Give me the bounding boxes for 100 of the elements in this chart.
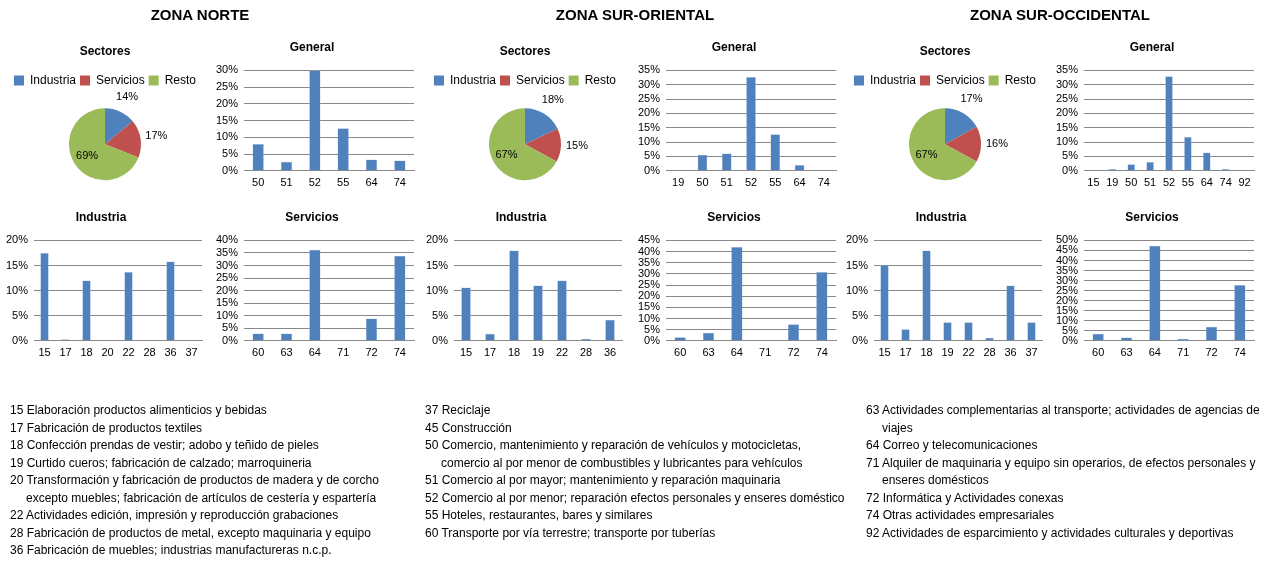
x-tick-label: 71 xyxy=(1177,346,1190,359)
y-tick-label: 15% xyxy=(5,258,29,271)
x-tick-label: 22 xyxy=(122,346,135,359)
y-tick-label: 20% xyxy=(637,106,661,119)
y-tick-label: 20% xyxy=(845,233,869,246)
y-tick-label: 15% xyxy=(425,258,449,271)
text: 60 Transporte por vía terrestre; transporte por tuberías xyxy=(425,524,717,542)
chart-title: Industria xyxy=(495,209,547,224)
x-tick-label: 17 xyxy=(483,346,497,359)
y-tick-label: 5% xyxy=(644,322,661,335)
x-tick-label: 60 xyxy=(252,346,265,359)
x-tick-label: 19 xyxy=(1106,176,1119,189)
y-tick-label: 0% xyxy=(222,163,239,176)
y-tick-label: 0% xyxy=(12,333,29,346)
x-tick-label: 74 xyxy=(817,176,830,189)
y-tick-label: 50% xyxy=(1055,233,1079,246)
text: 19 Curtido cueros; fabricación de calzado; marroquineria xyxy=(10,454,313,472)
y-tick-label: 10% xyxy=(637,135,661,148)
x-tick-label: 15 xyxy=(878,346,891,359)
y-tick-label: 10% xyxy=(5,283,29,296)
text: 72 Informática y Actividades conexas xyxy=(866,489,1065,507)
y-tick-label: 0% xyxy=(644,163,661,176)
y-tick-label: 15% xyxy=(637,120,661,133)
x-tick-label: 55 xyxy=(1181,176,1195,189)
x-tick-label: 37 xyxy=(1025,346,1038,359)
x-tick-label: 55 xyxy=(337,176,350,189)
y-tick-label: 45% xyxy=(637,233,661,246)
x-tick-label: 64 xyxy=(308,346,321,359)
text: 18 Confección prendas de vestir; adobo y teñido de pieles xyxy=(10,437,320,454)
x-tick-label: 74 xyxy=(815,346,828,359)
x-tick-label: 74 xyxy=(1233,346,1246,359)
text: 22 Actividades edición, impresión y reproducción grabaciones xyxy=(10,507,340,524)
data-label: 15% xyxy=(565,138,589,151)
x-tick-label: 64 xyxy=(1200,176,1213,189)
y-tick-label: 25% xyxy=(637,92,661,105)
data-label: 67% xyxy=(915,148,938,161)
text: 63 Actividades complementarias al transporte; actividades de agencias de viajes xyxy=(866,402,1261,437)
y-tick-label: 25% xyxy=(215,271,239,284)
text: 74 Otras actividades empresariales xyxy=(866,507,1056,524)
x-tick-label: 51 xyxy=(1144,176,1157,189)
y-tick-label: 15% xyxy=(845,258,869,271)
chart-title: Sectores xyxy=(499,43,551,58)
x-tick-label: 52 xyxy=(308,176,321,189)
data-label: 69% xyxy=(76,149,99,162)
y-tick-label: 45% xyxy=(1055,243,1079,256)
x-tick-label: 63 xyxy=(1120,346,1133,359)
text: 17 Fabricación de productos textiles xyxy=(10,419,204,437)
x-tick-label: 28 xyxy=(579,346,593,359)
text: 51 Comercio al por mayor; mantenimiento y reparación maquinaria xyxy=(425,472,782,489)
y-tick-label: 40% xyxy=(1055,253,1079,266)
x-tick-label: 36 xyxy=(603,346,617,359)
chart-title: General xyxy=(1129,39,1175,54)
chart-title: General xyxy=(289,39,335,54)
x-tick-label: 28 xyxy=(983,346,996,359)
legend-label: Resto xyxy=(584,72,617,87)
y-tick-label: 25% xyxy=(1055,283,1079,296)
x-tick-label: 18 xyxy=(507,346,521,359)
text: ZONA NORTE xyxy=(149,6,251,23)
y-tick-label: 35% xyxy=(1055,263,1079,276)
text: 92 Actividades de esparcimiento y actividades culturales y deportivas xyxy=(866,524,1235,542)
y-tick-label: 20% xyxy=(5,233,29,246)
y-tick-label: 25% xyxy=(215,80,239,93)
y-tick-label: 5% xyxy=(1062,149,1079,162)
x-tick-label: 15 xyxy=(1087,176,1100,189)
y-tick-label: 25% xyxy=(637,278,661,291)
x-tick-label: 17 xyxy=(59,346,72,359)
x-tick-label: 22 xyxy=(555,346,569,359)
x-tick-label: 63 xyxy=(280,346,293,359)
y-tick-label: 20% xyxy=(637,289,661,302)
y-tick-label: 10% xyxy=(845,283,869,296)
y-tick-label: 20% xyxy=(425,233,449,246)
x-tick-label: 18 xyxy=(920,346,933,359)
y-tick-label: 40% xyxy=(215,233,239,246)
data-label: 67% xyxy=(495,148,518,161)
x-tick-label: 63 xyxy=(702,346,715,359)
x-tick-label: 74 xyxy=(1219,176,1232,189)
y-tick-label: 30% xyxy=(1055,77,1079,90)
x-tick-label: 36 xyxy=(1004,346,1017,359)
y-tick-label: 5% xyxy=(222,147,239,160)
text: 52 Comercio al por menor; reparación efectos personales y enseres doméstico xyxy=(425,489,845,507)
x-tick-label: 64 xyxy=(730,346,743,359)
y-tick-label: 35% xyxy=(637,63,661,76)
x-tick-label: 28 xyxy=(143,346,156,359)
y-tick-label: 20% xyxy=(1055,106,1079,119)
y-tick-label: 15% xyxy=(215,296,239,309)
data-label: 17% xyxy=(145,129,168,142)
x-tick-label: 22 xyxy=(962,346,975,359)
y-tick-label: 20% xyxy=(1055,293,1079,306)
x-tick-label: 50 xyxy=(252,176,265,189)
y-tick-label: 10% xyxy=(637,311,661,324)
chart-title: Sectores xyxy=(79,43,131,58)
y-tick-label: 5% xyxy=(12,308,29,321)
legend-label: Resto xyxy=(1004,72,1037,87)
data-label: 18% xyxy=(541,93,565,106)
x-tick-label: 72 xyxy=(1205,346,1218,359)
y-tick-label: 10% xyxy=(215,308,239,321)
y-tick-label: 30% xyxy=(215,258,239,271)
data-label: 14% xyxy=(116,90,139,103)
legend-label: Resto xyxy=(164,72,197,87)
x-tick-label: 52 xyxy=(744,176,758,189)
